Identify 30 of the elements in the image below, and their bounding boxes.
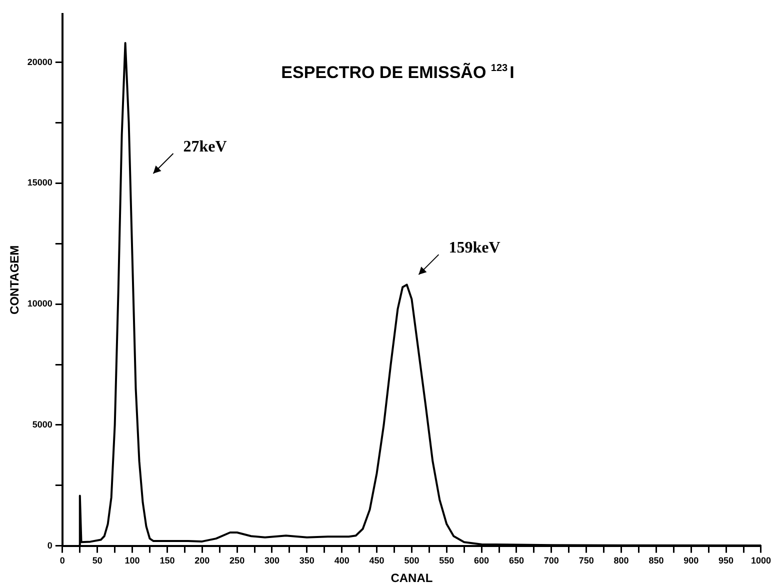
x-tick-label: 0	[60, 556, 65, 566]
y-tick-label: 15000	[27, 178, 52, 188]
x-tick-label: 650	[508, 556, 524, 566]
y-axis-title: CONTAGEM	[8, 245, 22, 314]
x-tick-label: 450	[369, 556, 384, 566]
y-tick-label: 10000	[27, 298, 52, 309]
x-tick-label: 600	[474, 556, 490, 566]
x-tick-label: 750	[578, 556, 594, 566]
x-tick-label: 200	[194, 556, 210, 566]
x-tick-label: 400	[334, 556, 350, 566]
x-tick-label: 500	[404, 556, 420, 566]
x-tick-label: 1000	[750, 556, 772, 566]
annotation: 159keV	[448, 240, 501, 257]
x-tick-label: 700	[544, 556, 559, 566]
x-tick-label: 150	[160, 556, 175, 566]
x-tick-label: 300	[264, 556, 280, 566]
y-tick-label: 5000	[32, 419, 52, 430]
x-axis-title: CANAL	[390, 571, 433, 586]
annotation: 27keV	[183, 138, 228, 156]
x-tick-label: 850	[648, 556, 664, 566]
y-tick-label: 20000	[27, 56, 52, 67]
y-tick-label: 0	[47, 540, 52, 550]
x-tick-label: 250	[230, 556, 245, 566]
x-tick-label: 100	[124, 556, 140, 566]
x-tick-label: 800	[614, 556, 629, 566]
x-tick-label: 950	[718, 556, 734, 566]
x-tick-label: 50	[92, 556, 102, 566]
x-tick-label: 350	[299, 556, 314, 566]
x-tick-label: 900	[684, 556, 699, 566]
x-tick-label: 550	[439, 556, 454, 566]
